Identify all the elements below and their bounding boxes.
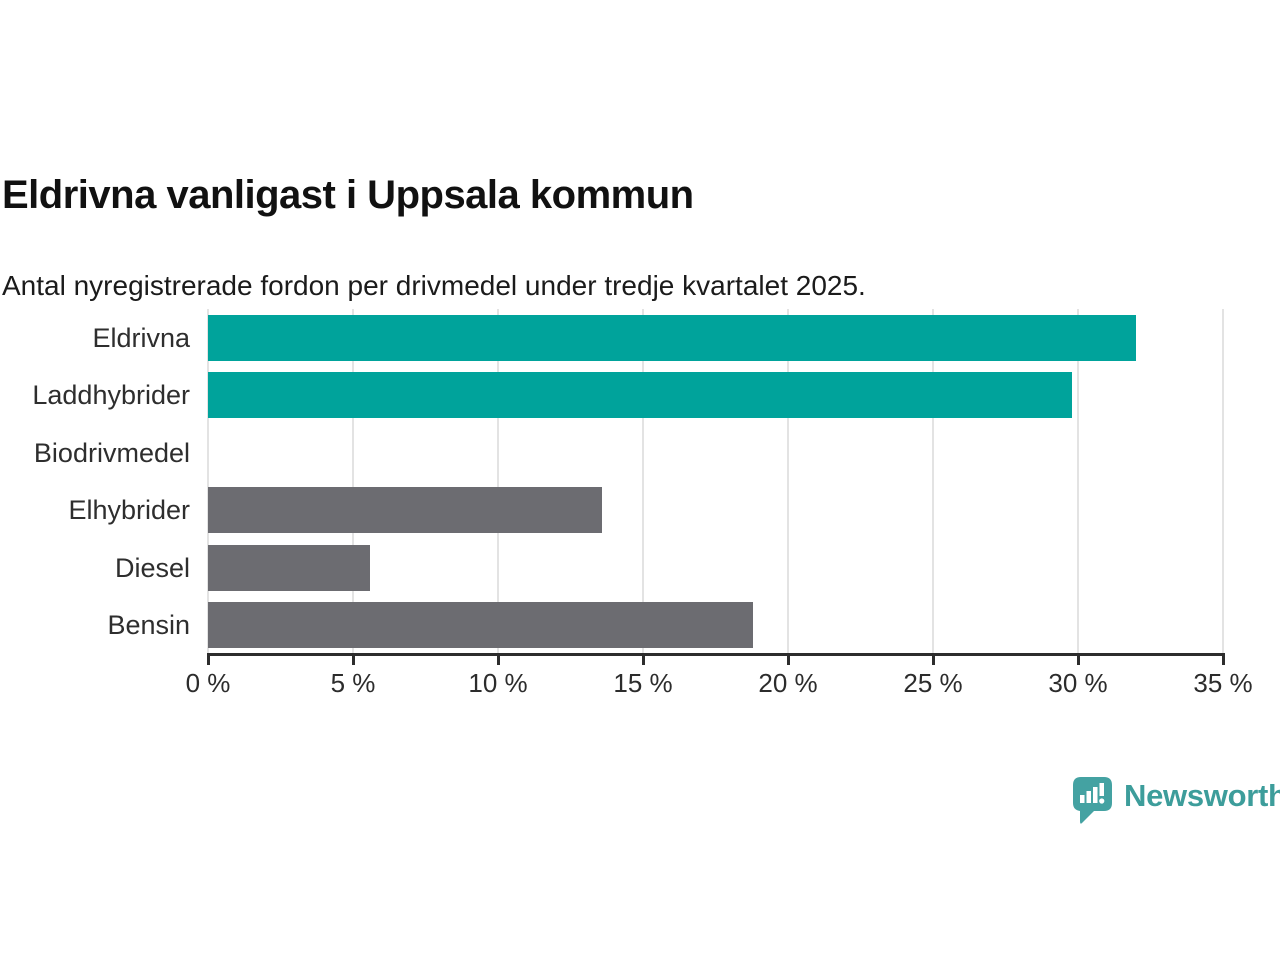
gridline-30 [1077,309,1079,654]
x-tick-5 [351,653,355,665]
newsworthy-logo-icon [1073,777,1112,824]
bar-laddhybrider [208,372,1072,418]
category-label-bensin: Bensin [107,610,190,640]
x-tick-30 [1076,653,1080,665]
x-tick-label-10: 10 % [468,668,528,698]
bar-elhybrider [208,487,602,533]
x-tick-20 [786,653,790,665]
brand-name: Newsworthy [1124,778,1280,813]
gridline-35 [1222,309,1224,654]
page-subtitle: Antal nyregistrerade fordon per drivmede… [2,270,866,301]
x-tick-25 [931,653,935,665]
page-title: Eldrivna vanligast i Uppsala kommun [2,172,694,217]
x-tick-35 [1221,653,1225,665]
brand-footer: Newsworthy [1072,776,1280,826]
x-axis-line [207,653,1224,656]
gridline-10 [497,309,499,654]
x-tick-label-35: 35 % [1193,668,1253,698]
x-tick-label-0: 0 % [185,668,231,698]
category-label-laddhybrider: Laddhybrider [32,380,190,410]
category-label-elhybrider: Elhybrider [68,495,190,525]
gridline-20 [787,309,789,654]
bar-eldrivna [208,315,1136,361]
bar-diesel [208,545,370,591]
bar-bensin [208,602,753,648]
gridline-5 [352,309,354,654]
x-tick-label-25: 25 % [903,668,963,698]
gridline-0 [207,309,209,654]
category-label-eldrivna: Eldrivna [92,323,190,353]
category-label-diesel: Diesel [114,553,190,583]
gridline-25 [932,309,934,654]
x-tick-15 [641,653,645,665]
x-tick-label-20: 20 % [758,668,818,698]
x-tick-label-15: 15 % [613,668,673,698]
x-tick-label-5: 5 % [330,668,376,698]
x-tick-10 [496,653,500,665]
logo-mini-bars [1080,783,1105,804]
category-label-biodrivmedel: Biodrivmedel [33,438,190,468]
x-tick-0 [206,653,210,665]
gridline-15 [642,309,644,654]
x-tick-label-30: 30 % [1048,668,1108,698]
